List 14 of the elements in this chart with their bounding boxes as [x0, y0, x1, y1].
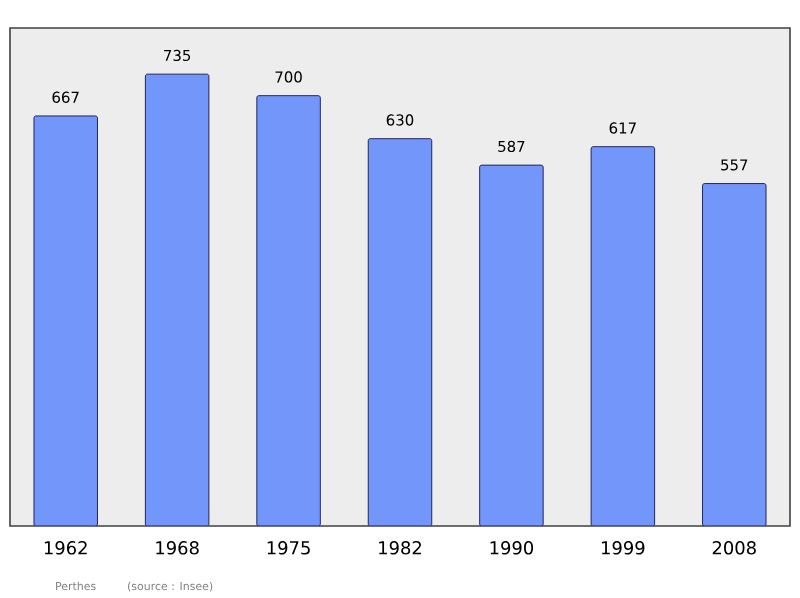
bar	[256, 95, 321, 526]
bar	[144, 73, 210, 526]
x-tick-label: 1968	[156, 541, 199, 555]
bar	[33, 115, 98, 526]
bar	[479, 164, 544, 526]
x-tick-label: 1975	[267, 541, 310, 555]
x-tick-label: 1962	[44, 541, 87, 555]
bar	[367, 138, 433, 526]
bar	[590, 146, 656, 526]
x-tick-label: 1982	[379, 541, 422, 555]
bar	[702, 183, 767, 526]
x-tick-label: 1999	[602, 541, 645, 555]
x-tick-label: 1990	[490, 541, 534, 555]
x-tick-label: 2008	[712, 541, 756, 555]
